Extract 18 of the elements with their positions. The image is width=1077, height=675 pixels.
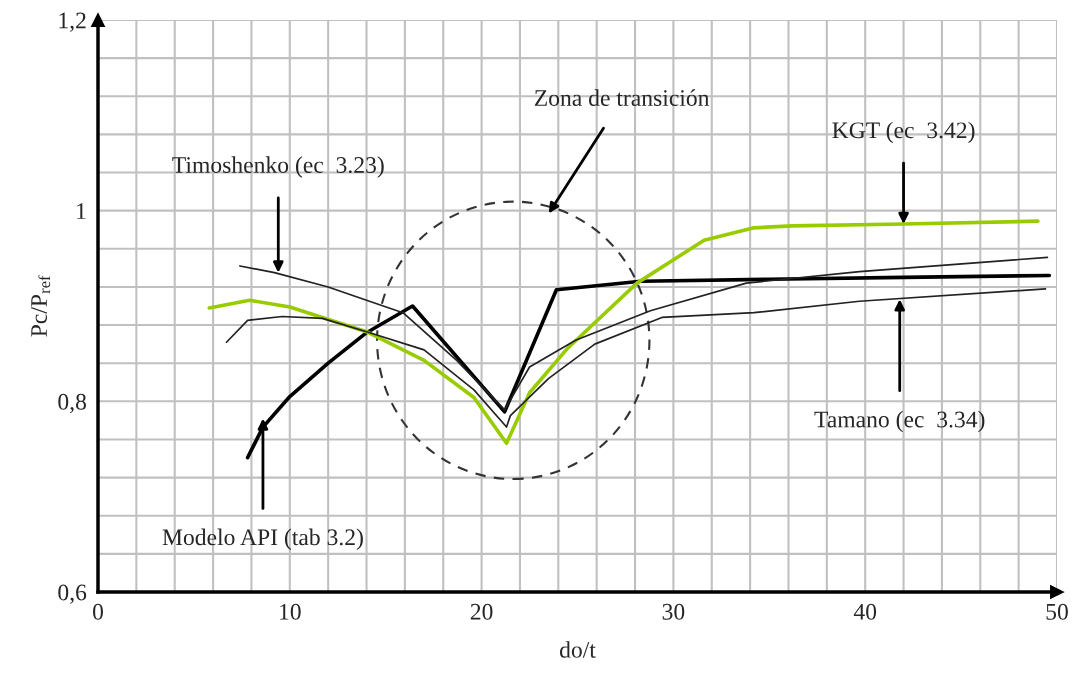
x-tick-label: 10 xyxy=(280,603,301,620)
x-tick-label: 50 xyxy=(1046,603,1068,620)
y-tick-label: 0,8 xyxy=(58,393,86,414)
annotation: Modelo API (tab 3.2) xyxy=(162,528,363,551)
x-axis-title: do/t xyxy=(559,641,596,658)
line-series xyxy=(239,256,1049,411)
annotation: Timoshenko (ec 3.23) xyxy=(172,156,384,178)
y-tick-label: 1,2 xyxy=(59,12,86,32)
x-tick-label: 0 xyxy=(93,603,103,620)
x-tick-label: 30 xyxy=(662,603,685,620)
x-tick-label: 20 xyxy=(470,603,493,620)
y-tick-label: 0,6 xyxy=(58,584,87,604)
y-axis-title: Pc/P$_{ref}$ xyxy=(31,275,51,337)
annotation: Tamano (ec 3.34) xyxy=(814,410,985,433)
x-tick-label: 40 xyxy=(853,603,877,620)
y-tick-label: 1 xyxy=(77,203,86,219)
annotation: Zona de transición xyxy=(534,89,710,106)
annotation: KGT (ec 3.42) xyxy=(832,121,975,144)
